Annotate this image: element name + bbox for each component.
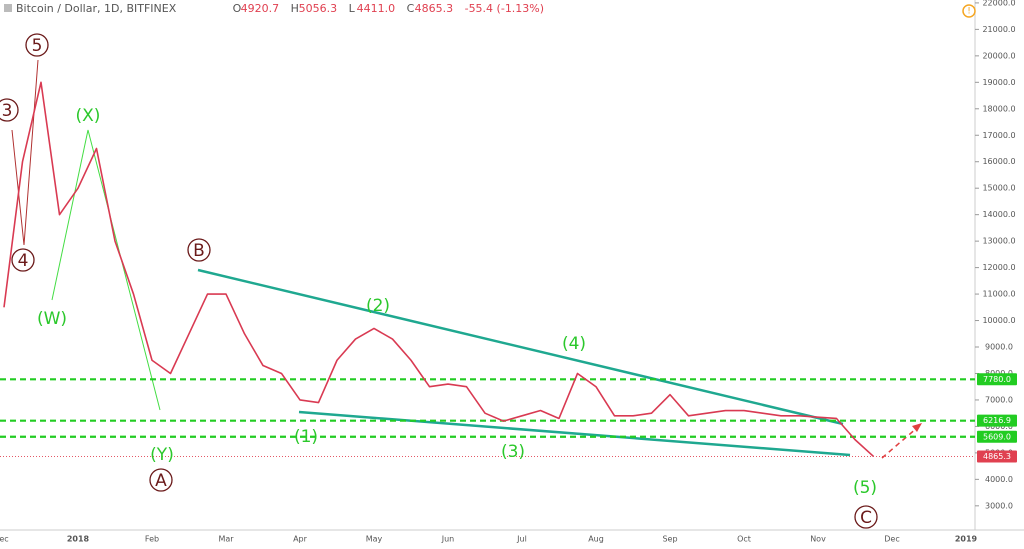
y-tick-label: 9000.0 bbox=[985, 343, 1013, 352]
wave-guide bbox=[51, 129, 161, 411]
level-label-box bbox=[977, 450, 1017, 463]
x-tick-label: Dec bbox=[884, 535, 899, 544]
y-tick-label: 11000.0 bbox=[982, 290, 1015, 299]
x-tick-label: Mar bbox=[218, 535, 234, 544]
level-label: 5609.0 bbox=[983, 432, 1011, 441]
wave-label: 4 bbox=[18, 251, 29, 271]
wave-circle bbox=[854, 505, 878, 529]
x-tick-label: Apr bbox=[293, 535, 308, 544]
level-label-box bbox=[977, 373, 1017, 386]
wave-label: B bbox=[193, 241, 205, 261]
y-tick-label: 7000.0 bbox=[985, 395, 1013, 404]
wave-label: (3) bbox=[501, 442, 525, 462]
arrow-head bbox=[912, 423, 922, 432]
y-tick-label: 19000.0 bbox=[982, 78, 1015, 87]
y-tick-label: 4000.0 bbox=[985, 475, 1013, 484]
x-tick-label: Oct bbox=[737, 535, 751, 544]
x-tick-label: Jul bbox=[516, 535, 527, 544]
y-tick-label: 15000.0 bbox=[982, 184, 1015, 193]
x-tick-label: Nov bbox=[810, 535, 826, 544]
level-label: 4865.3 bbox=[983, 452, 1011, 461]
y-tick-label: 20000.0 bbox=[982, 51, 1015, 60]
upper-trendline bbox=[197, 268, 844, 426]
wave-label: (W) bbox=[37, 309, 67, 329]
wave-label: (2) bbox=[366, 296, 390, 316]
symbol-title: Bitcoin / Dollar, 1D, BITFINEX bbox=[16, 2, 177, 15]
y-tick-label: 22000.0 bbox=[982, 0, 1015, 7]
y-tick-label: 13000.0 bbox=[982, 237, 1015, 246]
wave-label: 5 bbox=[32, 36, 43, 56]
x-tick-label: Sep bbox=[662, 535, 677, 544]
ohlc-key: O bbox=[233, 2, 242, 15]
wave-label: (1) bbox=[294, 427, 318, 447]
wave-circle bbox=[0, 98, 19, 122]
y-tick-label: 18000.0 bbox=[982, 104, 1015, 113]
price-line bbox=[3, 81, 875, 458]
x-tick-label: 2018 bbox=[67, 535, 90, 544]
lower-trendline bbox=[298, 410, 851, 457]
ohlc-value: 4920.7 bbox=[241, 2, 280, 15]
y-tick-label: 10000.0 bbox=[982, 316, 1015, 325]
wave-circle bbox=[11, 248, 35, 272]
y-tick-label: 17000.0 bbox=[982, 131, 1015, 140]
wave-label: (X) bbox=[76, 106, 101, 126]
ohlc-value: 5056.3 bbox=[299, 2, 338, 15]
x-tick-label: Aug bbox=[588, 535, 604, 544]
wave-label: C bbox=[860, 508, 872, 528]
wave-label: A bbox=[155, 471, 167, 491]
x-tick-label: 2019 bbox=[955, 535, 978, 544]
ohlc-key: C bbox=[407, 2, 415, 15]
x-tick-label: ec bbox=[0, 535, 9, 544]
wave-circle bbox=[25, 33, 49, 57]
level-label-box bbox=[977, 430, 1017, 443]
level-label-box bbox=[977, 414, 1017, 427]
symbol-icon bbox=[4, 4, 12, 12]
ohlc-value: 4411.0 bbox=[357, 2, 396, 15]
alert-icon-mark: ! bbox=[967, 7, 971, 17]
y-tick-label: 12000.0 bbox=[982, 263, 1015, 272]
wave-label: (4) bbox=[562, 334, 586, 354]
x-tick-label: May bbox=[366, 535, 383, 544]
x-tick-label: Jun bbox=[441, 535, 455, 544]
x-tick-label: Feb bbox=[145, 535, 159, 544]
wave-label: (Y) bbox=[150, 445, 174, 465]
ohlc-key: L bbox=[349, 2, 356, 15]
header: Bitcoin / Dollar, 1D, BITFINEX bbox=[4, 2, 177, 15]
wave-circle bbox=[187, 238, 211, 262]
y-tick-label: 21000.0 bbox=[982, 25, 1015, 34]
drawings bbox=[11, 59, 922, 459]
wave-label: 3 bbox=[2, 101, 13, 121]
y-tick-label: 14000.0 bbox=[982, 210, 1015, 219]
y-tick-label: 3000.0 bbox=[985, 501, 1013, 510]
ohlc-key: H bbox=[291, 2, 299, 15]
projection-arrow bbox=[881, 426, 919, 459]
y-tick-label: 16000.0 bbox=[982, 157, 1015, 166]
wave-label: (5) bbox=[853, 478, 877, 498]
wave-circle bbox=[149, 468, 173, 492]
alert-icon bbox=[962, 4, 976, 18]
wave-guide bbox=[11, 59, 39, 246]
level-label: 6216.9 bbox=[983, 416, 1011, 425]
ohlc-value: 4865.3 bbox=[415, 2, 454, 15]
change: -55.4 (-1.13%) bbox=[465, 2, 544, 15]
level-label: 7780.0 bbox=[983, 375, 1011, 384]
